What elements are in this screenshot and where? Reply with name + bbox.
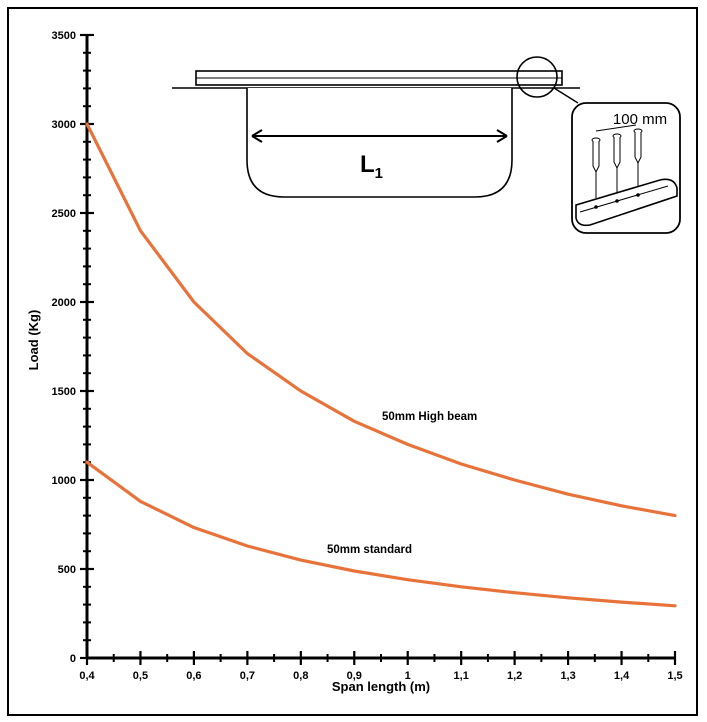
screw-detail-illustration: 100 mm [571, 102, 681, 234]
span-arrowhead-left [251, 129, 263, 143]
y-tick-label: 0 [70, 653, 76, 665]
screw-spacing-label: 100 mm [613, 111, 667, 128]
x-tick-label: 1,5 [667, 670, 682, 682]
y-axis-minor-ticks [83, 51, 91, 642]
beam-span-illustration: L1 [172, 56, 580, 198]
screw-1 [591, 137, 601, 198]
x-tick-label: 0,5 [133, 670, 148, 682]
x-tick-label: 0,4 [79, 670, 95, 682]
x-tick-label: 0,9 [347, 670, 362, 682]
span-label-main: L [360, 151, 375, 178]
y-tick-label: 1500 [52, 386, 76, 398]
y-tick-label: 1000 [52, 475, 76, 487]
x-tick-label: 0,6 [186, 670, 201, 682]
x-tick-label: 0,8 [293, 670, 308, 682]
detail-callout-circle [516, 56, 558, 98]
series-layer [85, 122, 677, 608]
screw-3 [633, 128, 643, 189]
x-tick-label: 1 [405, 670, 411, 682]
series-label-high-beam: 50mm High beam [382, 411, 477, 423]
y-tick-label: 3500 [52, 30, 76, 42]
series-label-standard: 50mm standard [327, 544, 412, 556]
span-label: L1 [360, 151, 383, 182]
y-tick-label: 500 [58, 564, 76, 576]
x-tick-label: 1,3 [560, 670, 575, 682]
x-tick-label: 1,1 [454, 670, 469, 682]
x-axis-minor-ticks [112, 654, 650, 662]
y-tick-label: 2000 [52, 297, 76, 309]
span-opening [246, 88, 513, 198]
screw-2 [612, 133, 622, 194]
y-axis-title: Load (Kg) [26, 310, 41, 371]
x-tick-label: 1,4 [614, 670, 630, 682]
screw-hole-2 [615, 199, 619, 203]
screw-hole-1 [594, 205, 598, 209]
series-line-high-beam [85, 122, 677, 518]
chart-frame [7, 7, 698, 716]
x-tick-label: 1,2 [507, 670, 522, 682]
series-line-standard [85, 460, 677, 608]
x-tick-label: 0,7 [240, 670, 255, 682]
screw-hole-3 [636, 193, 640, 197]
y-axis-ticks: 0 500 1000 1500 2000 2500 3000 3500 [52, 30, 94, 665]
span-label-subscript: 1 [375, 165, 383, 182]
span-arrowhead-right [496, 129, 508, 143]
x-axis-ticks: 0,4 0,5 0,6 0,7 0,8 0,9 1 1,1 1,2 1,3 1,4 1,5 [79, 651, 683, 682]
spacing-dimension-line [595, 124, 637, 132]
y-tick-label: 2500 [52, 208, 76, 220]
x-axis-title: Span length (m) [332, 679, 430, 694]
y-tick-label: 3000 [52, 119, 76, 131]
detail-callout-leader [553, 87, 579, 104]
